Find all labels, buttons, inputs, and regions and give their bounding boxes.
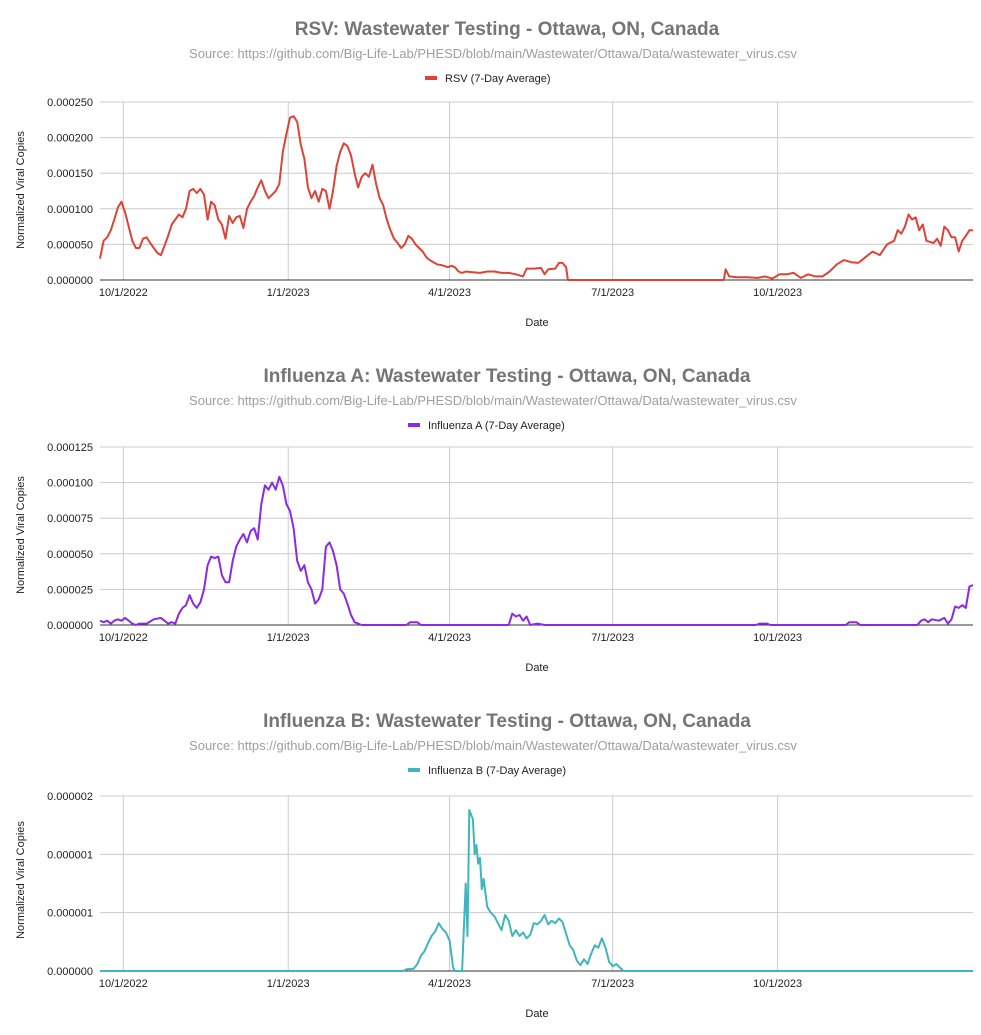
x-tick-label: 10/1/2022 [99, 632, 148, 644]
y-tick-label: 0.000050 [47, 549, 93, 561]
legend[interactable]: Influenza A (7-Day Average) [408, 420, 565, 432]
x-tick-label: 7/1/2023 [591, 978, 634, 990]
y-axis: 0.000000 0.000050 0.000100 0.000150 0.000200… [47, 97, 93, 287]
legend[interactable]: Influenza B (7-Day Average) [408, 765, 566, 777]
chart-subtitle: Source: https://github.com/Big-Life-Lab/… [189, 738, 797, 753]
x-tick-label: 10/1/2023 [753, 287, 802, 299]
x-axis-title: Date [525, 1008, 548, 1020]
chart-panel-influenza-a: Influenza A: Wastewater Testing - Ottawa… [0, 345, 981, 690]
chart-panel-influenza-b: Influenza B: Wastewater Testing - Ottawa… [0, 690, 981, 1035]
y-tick-label: 0.000150 [47, 168, 93, 180]
y-axis-title: Normalized Viral Copies [15, 476, 27, 594]
x-tick-label: 1/1/2023 [267, 978, 310, 990]
x-tick-label: 10/1/2022 [99, 287, 148, 299]
series-line[interactable] [99, 475, 974, 626]
x-tick-label: 10/1/2022 [99, 978, 148, 990]
legend-swatch [408, 423, 420, 427]
x-tick-label: 1/1/2023 [267, 287, 310, 299]
x-axis: 10/1/2022 1/1/2023 4/1/2023 7/1/2023 10/1/20… [99, 632, 802, 644]
x-tick-label: 7/1/2023 [591, 632, 634, 644]
y-axis-title: Normalized Viral Copies [15, 131, 27, 249]
x-tick-label: 1/1/2023 [267, 632, 310, 644]
y-tick-label: 0.000000 [47, 620, 93, 632]
x-tick-label: 4/1/2023 [428, 978, 471, 990]
y-tick-label: 0.000001 [47, 908, 93, 920]
y-tick-label: 0.000075 [47, 513, 93, 525]
y-tick-label: 0.000200 [47, 133, 93, 145]
chart-subtitle: Source: https://github.com/Big-Life-Lab/… [189, 393, 797, 408]
y-tick-label: 0.000000 [47, 966, 93, 978]
x-tick-label: 10/1/2023 [753, 632, 802, 644]
y-tick-label: 0.000100 [47, 204, 93, 216]
x-tick-label: 4/1/2023 [428, 287, 471, 299]
y-tick-label: 0.000250 [47, 97, 93, 109]
y-axis: 0.000000 0.000025 0.000050 0.000075 0.000100… [47, 442, 93, 632]
y-tick-label: 0.000001 [47, 849, 93, 861]
legend-label: Influenza A (7-Day Average) [428, 420, 565, 432]
chart-svg-rsv: RSV: Wastewater Testing - Ottawa, ON, Ca… [15, 19, 973, 329]
plot-area [99, 101, 973, 281]
chart-svg-influenza-a: Influenza A: Wastewater Testing - Ottawa… [15, 366, 974, 674]
plot-area [100, 795, 973, 972]
chart-title: Influenza B: Wastewater Testing - Ottawa… [263, 711, 751, 732]
chart-svg-influenza-b: Influenza B: Wastewater Testing - Ottawa… [15, 711, 973, 1020]
y-tick-label: 0.000002 [47, 791, 93, 803]
chart-title: RSV: Wastewater Testing - Ottawa, ON, Ca… [295, 19, 720, 40]
y-tick-label: 0.000025 [47, 584, 93, 596]
chart-panel-rsv: RSV: Wastewater Testing - Ottawa, ON, Ca… [0, 0, 981, 345]
x-axis: 10/1/2022 1/1/2023 4/1/2023 7/1/2023 10/1/20… [99, 287, 802, 299]
y-tick-label: 0.000100 [47, 478, 93, 490]
y-tick-label: 0.000000 [47, 275, 93, 287]
chart-title: Influenza A: Wastewater Testing - Ottawa… [263, 366, 750, 387]
x-axis: 10/1/2022 1/1/2023 4/1/2023 7/1/2023 10/1/20… [99, 978, 802, 990]
series-line[interactable] [99, 115, 973, 281]
x-axis-title: Date [525, 317, 548, 329]
y-tick-label: 0.000050 [47, 239, 93, 251]
x-tick-label: 4/1/2023 [428, 632, 471, 644]
legend[interactable]: RSV (7-Day Average) [425, 73, 551, 85]
y-axis: 0.000000 0.000001 0.000001 0.000002 [47, 791, 93, 978]
x-tick-label: 7/1/2023 [591, 287, 634, 299]
x-axis-title: Date [525, 662, 548, 674]
chart-subtitle: Source: https://github.com/Big-Life-Lab/… [189, 46, 797, 61]
plot-area [99, 446, 974, 626]
y-tick-label: 0.000125 [47, 442, 93, 454]
legend-swatch [408, 768, 420, 772]
x-tick-label: 10/1/2023 [753, 978, 802, 990]
legend-label: RSV (7-Day Average) [445, 73, 551, 85]
legend-label: Influenza B (7-Day Average) [428, 765, 566, 777]
series-line[interactable] [100, 809, 973, 972]
y-axis-title: Normalized Viral Copies [15, 821, 27, 939]
legend-swatch [425, 76, 437, 80]
